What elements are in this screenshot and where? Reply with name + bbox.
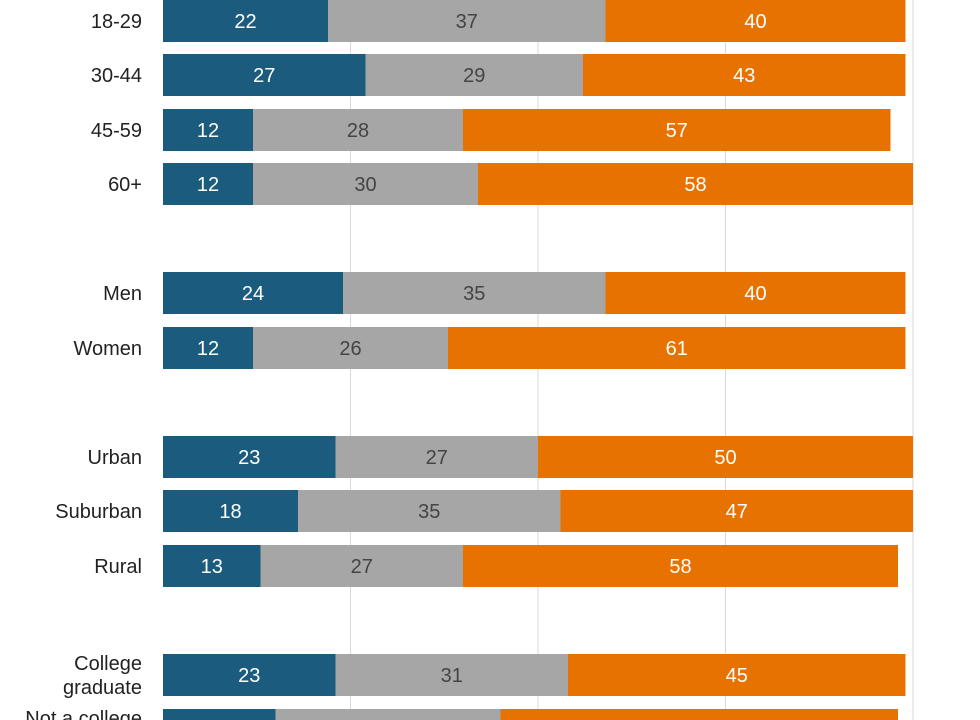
bar-row: 23 31 45 (163, 654, 906, 696)
bar-segment-1 (163, 436, 336, 478)
data-label: 23 (238, 665, 260, 687)
data-label: 24 (242, 283, 264, 305)
category-label: Urban (88, 447, 142, 469)
data-label: 40 (744, 283, 766, 305)
bar-segment-1 (163, 0, 328, 42)
bar-row: 13 27 58 (163, 545, 898, 587)
bar-segment-2 (335, 654, 568, 696)
category-label: 60+ (108, 174, 142, 196)
data-label: 27 (426, 447, 448, 469)
bar-row: 153053 (163, 709, 898, 720)
data-label: 43 (733, 65, 755, 87)
data-label: 35 (463, 283, 485, 305)
bar-row: 23 27 50 (163, 436, 913, 478)
bar-segment-2 (328, 0, 606, 42)
bar-segment-3 (500, 709, 898, 720)
bar-segment-3 (538, 436, 913, 478)
data-label: 47 (726, 501, 748, 523)
data-label: 26 (339, 338, 361, 360)
bar-row: 18 35 47 (163, 490, 913, 532)
bar-segment-2 (260, 545, 463, 587)
data-label: 45 (726, 665, 748, 687)
data-label: 57 (666, 120, 688, 142)
bar-segment-1 (163, 654, 336, 696)
bar-segment-3 (568, 654, 906, 696)
bar-segment-2 (298, 490, 561, 532)
bar-row: 12 26 61 (163, 327, 906, 369)
bar-segment-3 (605, 272, 906, 314)
data-label: 13 (201, 556, 223, 578)
category-label: 30-44 (91, 65, 142, 87)
data-label: 27 (253, 65, 275, 87)
bar-segment-2 (275, 709, 501, 720)
category-label: Women (73, 338, 142, 360)
category-label: 45-59 (91, 120, 142, 142)
data-label: 58 (669, 556, 691, 578)
data-label: 35 (418, 501, 440, 523)
bar-segment-3 (560, 490, 913, 532)
bar-segment-1 (163, 709, 276, 720)
category-label: Rural (94, 556, 142, 578)
bar-row: 12 30 58 (163, 163, 913, 205)
data-label: 12 (197, 174, 219, 196)
data-label: 12 (197, 338, 219, 360)
category-label: College (74, 653, 142, 675)
data-label: 31 (441, 665, 463, 687)
data-label: 18 (219, 501, 241, 523)
bar-segment-3 (463, 109, 891, 151)
bar-segment-1 (163, 545, 261, 587)
bar-segment-2 (335, 436, 538, 478)
category-label: Suburban (55, 501, 142, 523)
bar-segment-3 (478, 163, 913, 205)
bar-segment-2 (253, 327, 448, 369)
data-label: 40 (744, 11, 766, 33)
bar-segment-3 (583, 54, 906, 96)
data-label: 28 (347, 120, 369, 142)
bar-segment-3 (448, 327, 906, 369)
bar-segment-1 (163, 272, 343, 314)
data-label: 58 (684, 174, 706, 196)
bar-segment-1 (163, 54, 366, 96)
bar-row: 22 37 40 (163, 0, 906, 42)
bar-segment-2 (253, 163, 478, 205)
data-label: 50 (714, 447, 736, 469)
data-label: 27 (351, 556, 373, 578)
data-label: 37 (456, 11, 478, 33)
category-label: 18-29 (91, 11, 142, 33)
data-label: 30 (354, 174, 376, 196)
bar-row: 24 35 40 (163, 272, 906, 314)
data-label: 29 (463, 65, 485, 87)
bar-segment-1 (163, 327, 253, 369)
category-label: Not a college (25, 708, 142, 720)
bar-segment-1 (163, 490, 298, 532)
data-label: 12 (197, 120, 219, 142)
bar-segment-2 (365, 54, 583, 96)
bar-segment-3 (463, 545, 898, 587)
bar-segment-1 (163, 109, 253, 151)
bar-row: 12 28 57 (163, 109, 891, 151)
bar-row: 27 29 43 (163, 54, 906, 96)
data-label: 22 (234, 11, 256, 33)
bar-segment-1 (163, 163, 253, 205)
bar-segment-3 (605, 0, 906, 42)
bar-segment-2 (253, 109, 463, 151)
data-label: 61 (666, 338, 688, 360)
data-label: 23 (238, 447, 260, 469)
category-label: graduate (63, 677, 142, 699)
bar-segment-2 (343, 272, 606, 314)
category-label: Men (103, 283, 142, 305)
